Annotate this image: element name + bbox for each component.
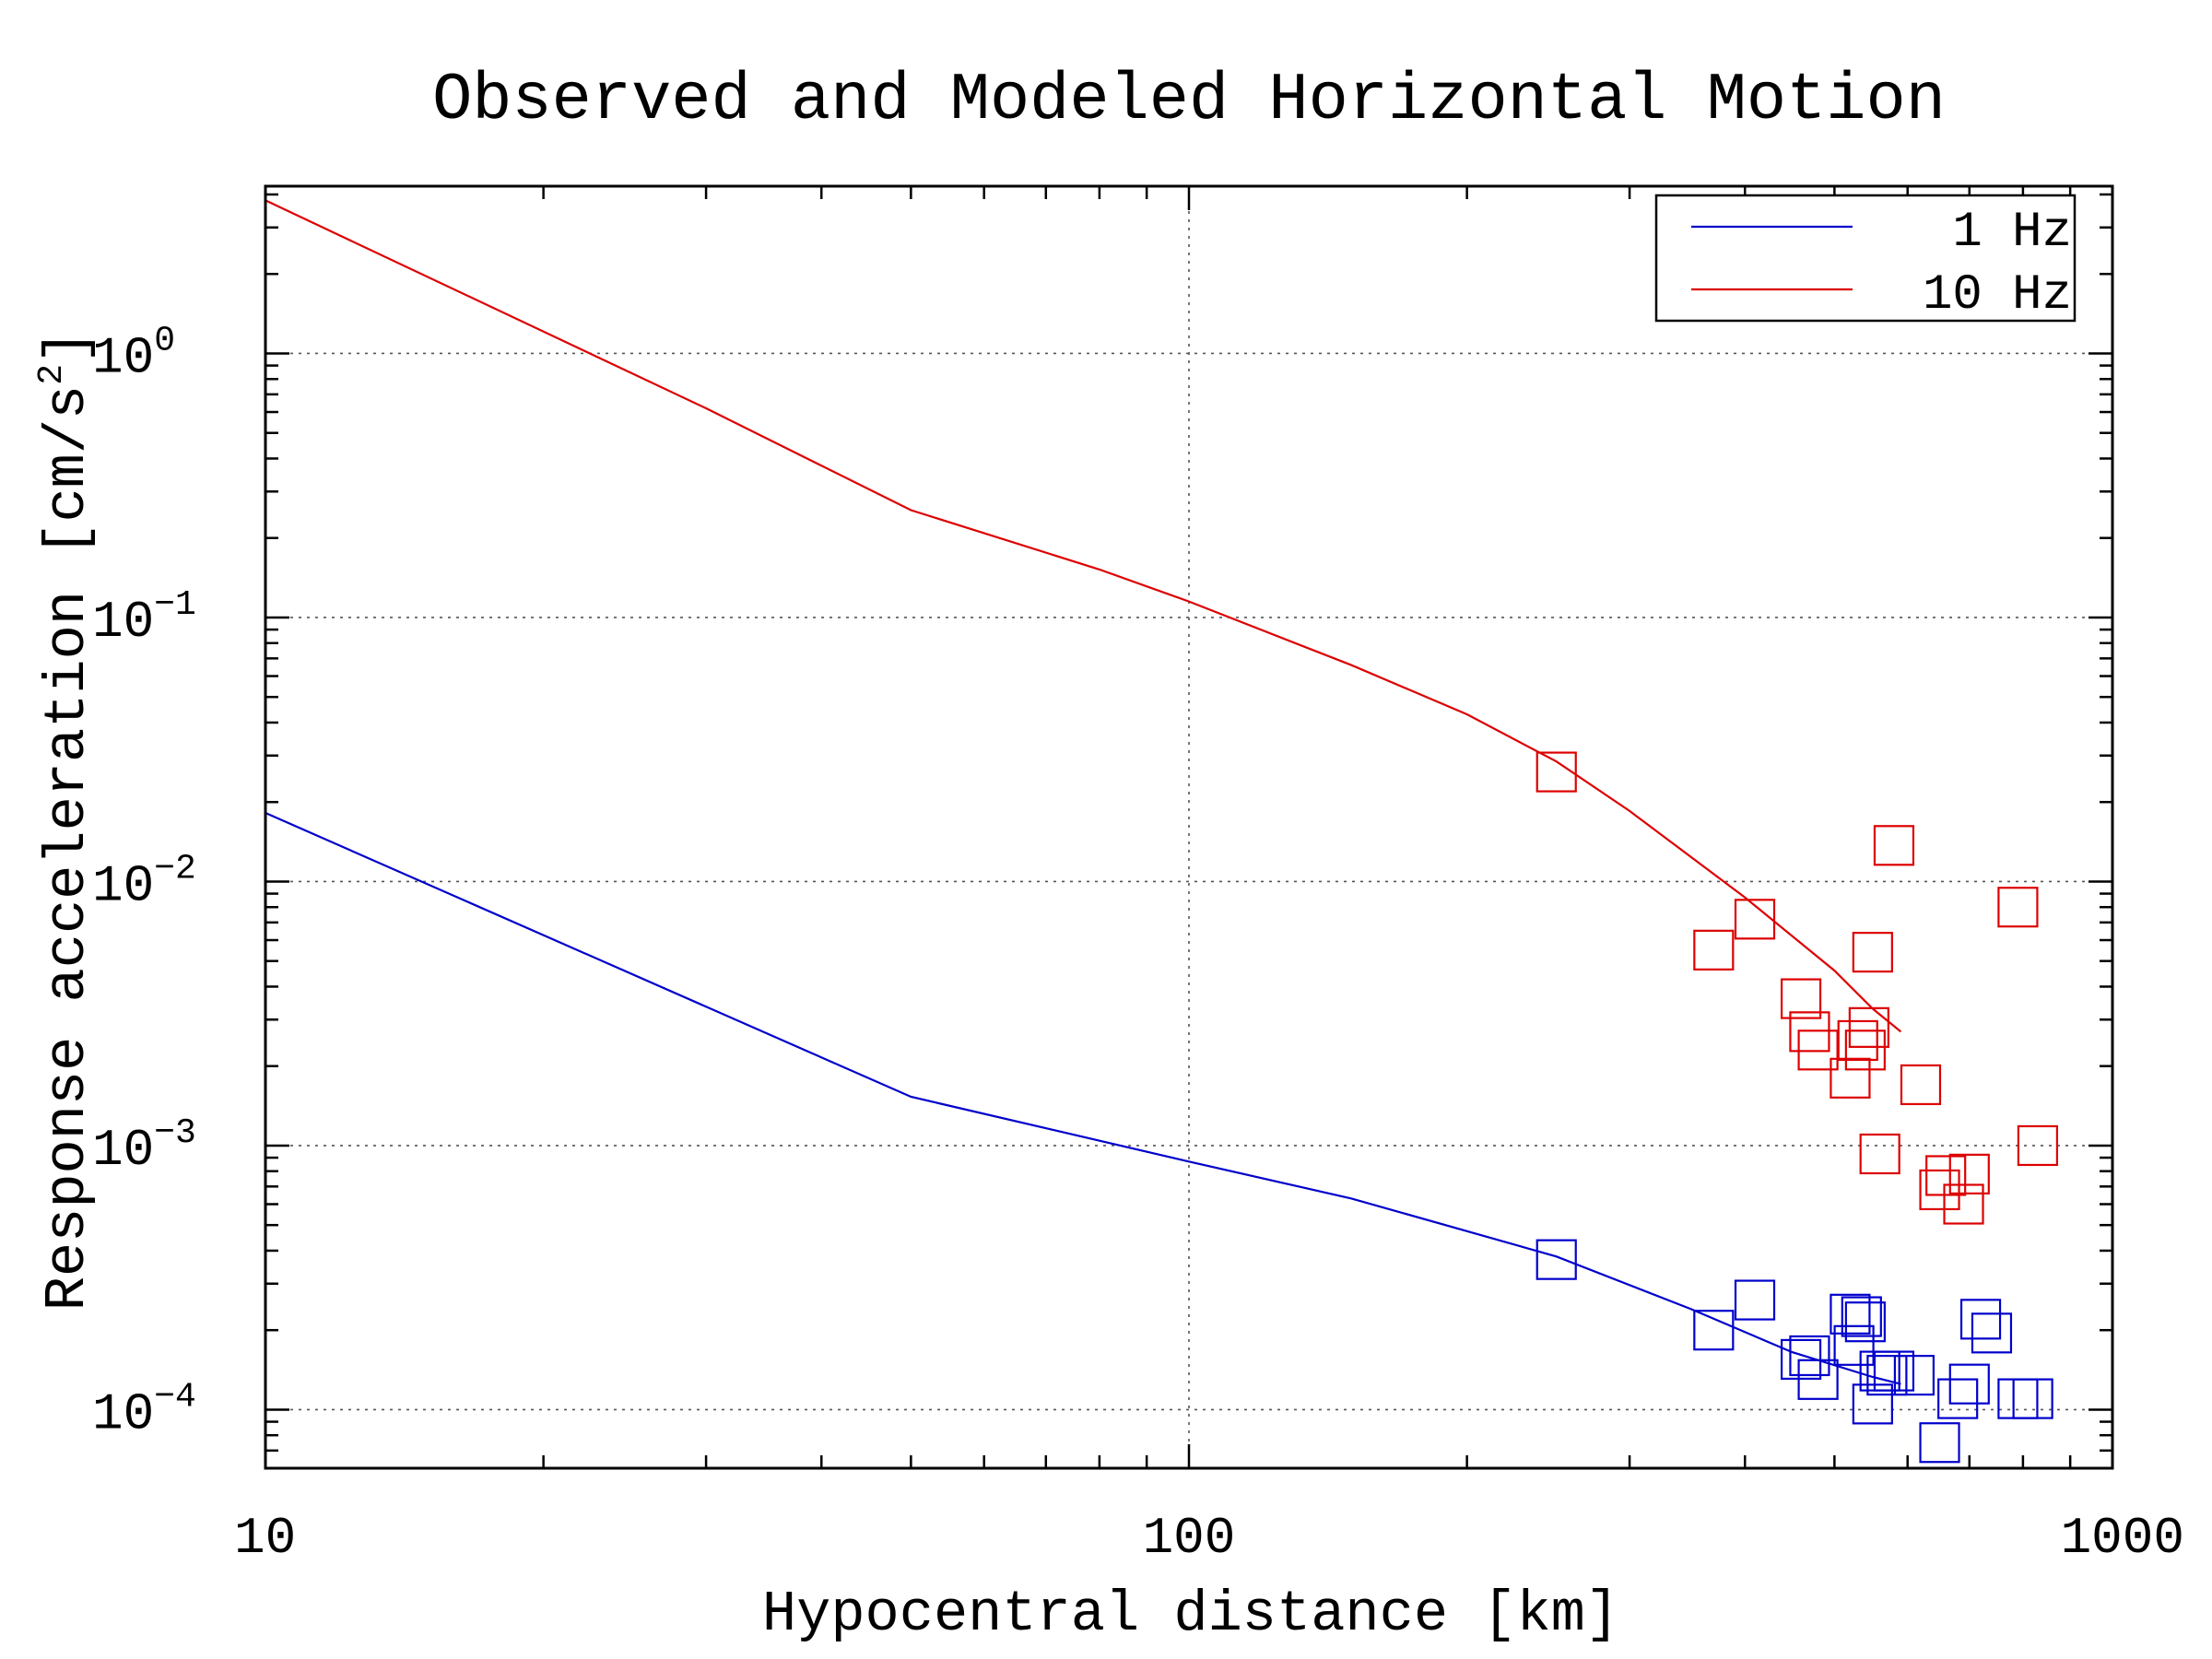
- y-tick-label-base: 10: [92, 1384, 154, 1443]
- legend-label-10hz: 10 Hz: [1923, 267, 2072, 324]
- observed-point-10hz: [1925, 1155, 1967, 1196]
- grid: [265, 186, 2112, 1468]
- observed-point-1hz: [1948, 1363, 1990, 1405]
- y-axis-label-main: Response acceleration [cm/s: [35, 385, 100, 1312]
- observed-point-1hz: [1866, 1355, 1908, 1396]
- observed-point-10hz: [1734, 899, 1776, 940]
- chart-title: Observed and Modeled Horizontal Motion: [432, 63, 1946, 138]
- observed-point-1hz: [1789, 1335, 1830, 1377]
- observed-point-1hz: [1833, 1324, 1875, 1366]
- observed-point-10hz: [1900, 1064, 1942, 1106]
- observed-point-10hz: [1873, 825, 1915, 866]
- x-tick-labels: 10 100 1000: [234, 1509, 2184, 1568]
- observed-point-1hz: [1937, 1378, 1979, 1419]
- x-tick-label: 10: [234, 1509, 296, 1568]
- y-tick-label-base: 10: [92, 328, 154, 387]
- observed-point-1hz: [1693, 1310, 1735, 1351]
- legend: 1 Hz 10 Hz: [1654, 194, 2077, 324]
- observed-point-10hz: [1948, 1153, 1990, 1194]
- observed-point-10hz: [1844, 1030, 1886, 1071]
- y-tick-label: 10−2: [92, 849, 196, 915]
- y-tick-label-exponent: 0: [154, 321, 175, 360]
- y-axis-label: Response acceleration [cm/s2]: [32, 330, 100, 1312]
- observed-point-1hz: [1971, 1312, 2013, 1354]
- series-1hz: [265, 811, 2053, 1464]
- observed-point-1hz: [1893, 1355, 1936, 1396]
- y-axis-label-tail: ]: [35, 330, 100, 364]
- observed-point-1hz: [1734, 1279, 1776, 1321]
- observed-point-10hz: [1830, 1057, 1871, 1099]
- y-tick-label-exponent: −1: [154, 585, 196, 625]
- x-axis-label: Hypocentral distance [km]: [762, 1582, 1619, 1647]
- observed-point-1hz: [1919, 1422, 1960, 1464]
- observed-point-10hz: [1797, 1030, 1839, 1071]
- series-layer: [265, 199, 2059, 1464]
- observed-point-1hz: [1852, 1383, 1893, 1425]
- axis-ticks: [264, 186, 2114, 1470]
- y-tick-label-base: 10: [92, 593, 154, 652]
- observed-point-1hz: [1959, 1299, 2002, 1340]
- observed-point-1hz: [1797, 1359, 1839, 1400]
- observed-point-1hz: [1535, 1239, 1577, 1280]
- y-tick-label-base: 10: [92, 856, 154, 915]
- y-tick-label-base: 10: [92, 1121, 154, 1180]
- y-tick-label-exponent: −2: [154, 849, 196, 888]
- observed-point-10hz: [1852, 932, 1893, 973]
- observed-point-10hz: [1780, 978, 1822, 1019]
- y-tick-label: 10−1: [92, 585, 196, 652]
- observed-point-10hz: [1859, 1133, 1900, 1175]
- legend-box: [1654, 194, 2077, 323]
- observed-point-10hz: [1943, 1183, 1984, 1225]
- observed-point-10hz: [1837, 1019, 1878, 1062]
- y-axis-label-superscript: 2: [32, 364, 72, 385]
- y-tick-label-exponent: −3: [154, 1113, 196, 1153]
- observed-point-10hz: [1848, 1006, 1889, 1048]
- y-tick-label-exponent: −4: [154, 1377, 196, 1417]
- legend-label-1hz: 1 Hz: [1952, 205, 2072, 261]
- observed-point-1hz: [1997, 1378, 2039, 1419]
- observed-point-10hz: [1693, 929, 1735, 971]
- observed-point-10hz: [2017, 1124, 2059, 1167]
- model-line-10hz: [265, 199, 1902, 1033]
- y-tick-label: 100: [92, 321, 175, 387]
- observed-point-10hz: [1535, 751, 1577, 793]
- series-10hz: [265, 199, 2059, 1225]
- observed-point-1hz: [1830, 1293, 1871, 1335]
- observed-point-1hz: [2012, 1378, 2053, 1419]
- y-tick-label: 10−3: [92, 1113, 196, 1180]
- observed-point-1hz: [1841, 1296, 1882, 1337]
- observed-point-10hz: [1997, 887, 2039, 928]
- model-line-1hz: [265, 811, 1901, 1385]
- x-tick-label: 100: [1143, 1509, 1236, 1568]
- observed-point-10hz: [1919, 1169, 1960, 1211]
- x-tick-label: 1000: [2061, 1509, 2184, 1568]
- y-tick-label: 10−4: [92, 1377, 196, 1443]
- observed-point-1hz: [1844, 1301, 1886, 1343]
